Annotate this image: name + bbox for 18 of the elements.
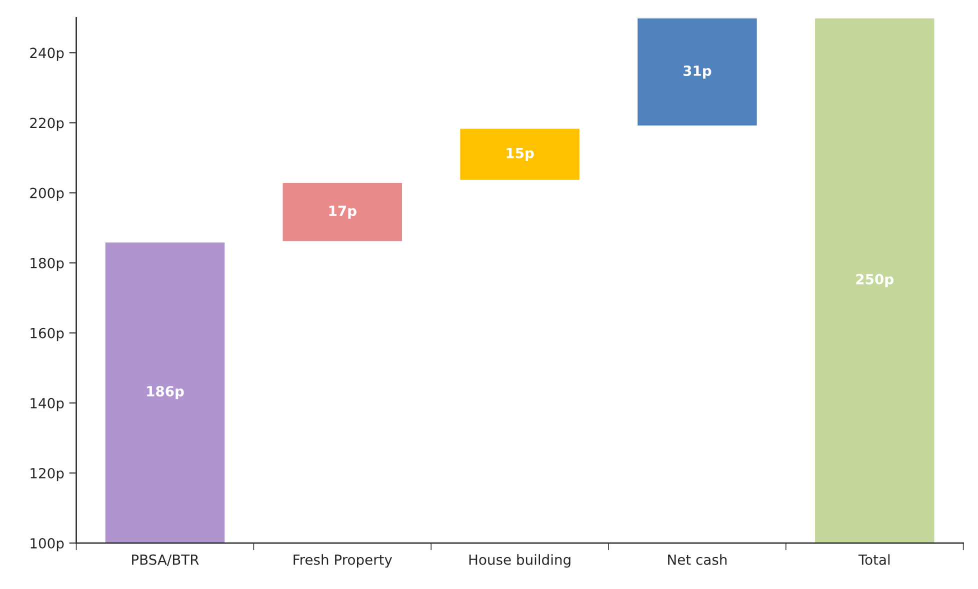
- data-label: 186p: [147, 386, 184, 400]
- y-tick-label: 140p: [30, 398, 64, 412]
- y-tick-label: 120p: [30, 468, 64, 482]
- data-label: 17p: [329, 206, 356, 219]
- y-tick-label: 180p: [30, 258, 64, 272]
- data-label: 31p: [684, 65, 712, 79]
- y-tick-label: 160p: [30, 328, 64, 342]
- x-tick-label: House building: [469, 554, 570, 568]
- x-tick-label: Fresh Property: [294, 554, 392, 568]
- y-tick-label: 240p: [30, 48, 64, 61]
- y-tick-label: 220p: [30, 118, 64, 131]
- data-label: 250p: [856, 274, 894, 288]
- y-tick-label: 100p: [30, 538, 64, 552]
- y-tick-label: 200p: [30, 188, 64, 201]
- x-tick-label: Total: [858, 554, 890, 565]
- data-label: 15p: [506, 148, 534, 161]
- x-tick-label: Net cash: [668, 554, 727, 565]
- x-tick-label: PBSA/BTR: [132, 554, 199, 566]
